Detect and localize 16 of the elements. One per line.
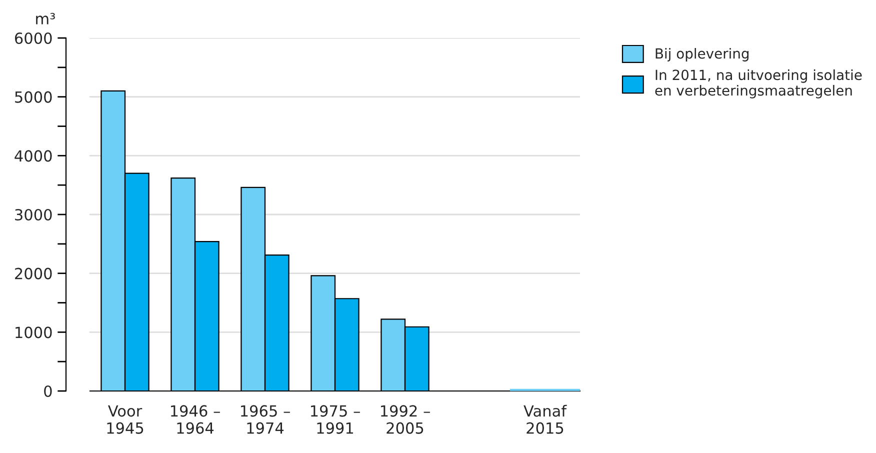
y-tick-label: 6000 (14, 32, 52, 44)
legend-label: Bij oplevering (656, 48, 749, 62)
legend-label: In 2011, na uitvoering isolatie en verbeteringsmaatregelen (655, 69, 862, 98)
x-tick-label: 1965 – 1974 (240, 405, 290, 434)
y-tick-label: 5000 (15, 91, 52, 103)
x-tick-label: 1975 – 1991 (310, 405, 360, 434)
y-tick-label: 4000 (14, 150, 52, 162)
y-tick-label: 3000 (15, 208, 52, 221)
x-tick-label: 1992 – 2005 (380, 405, 430, 434)
y-axis-title: m³ (36, 12, 55, 24)
y-tick-label: 1000 (16, 326, 52, 338)
x-tick-label: 1946 – 1964 (170, 405, 220, 434)
x-tick-label: Voor 1945 (107, 405, 144, 434)
y-tick-label: 2000 (15, 268, 52, 280)
y-tick-label: 0 (44, 385, 52, 398)
x-tick-label: Vanaf 2015 (524, 404, 567, 434)
